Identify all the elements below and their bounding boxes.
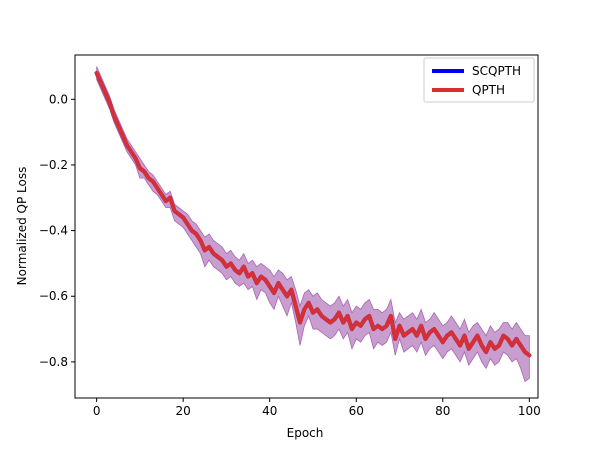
plot-frame [74, 54, 539, 399]
legend: SCQPTH QPTH [423, 57, 535, 103]
x-tick-label: 0 [93, 404, 101, 418]
y-tick-label: −0.2 [39, 158, 68, 172]
x-axis: 0 20 40 60 80 100 [93, 398, 541, 418]
legend-label-scqpth: SCQPTH [472, 64, 521, 78]
x-tick-label: 20 [176, 404, 191, 418]
y-tick-label: 0.0 [49, 92, 68, 106]
legend-label-qpth: QPTH [472, 83, 505, 97]
x-tick-label: 100 [518, 404, 541, 418]
y-tick-label: −0.6 [39, 289, 68, 303]
y-tick-label: −0.8 [39, 355, 68, 369]
y-axis: 0.0 −0.2 −0.4 −0.6 −0.8 [39, 92, 75, 369]
y-tick-label: −0.4 [39, 224, 68, 238]
series-line-qpth [94, 71, 532, 358]
x-tick-label: 40 [262, 404, 277, 418]
x-axis-title: Epoch [287, 426, 324, 440]
y-axis-title: Normalized QP Loss [15, 167, 29, 286]
series-layer [94, 71, 532, 358]
x-tick-label: 80 [435, 404, 450, 418]
x-tick-label: 60 [349, 404, 364, 418]
